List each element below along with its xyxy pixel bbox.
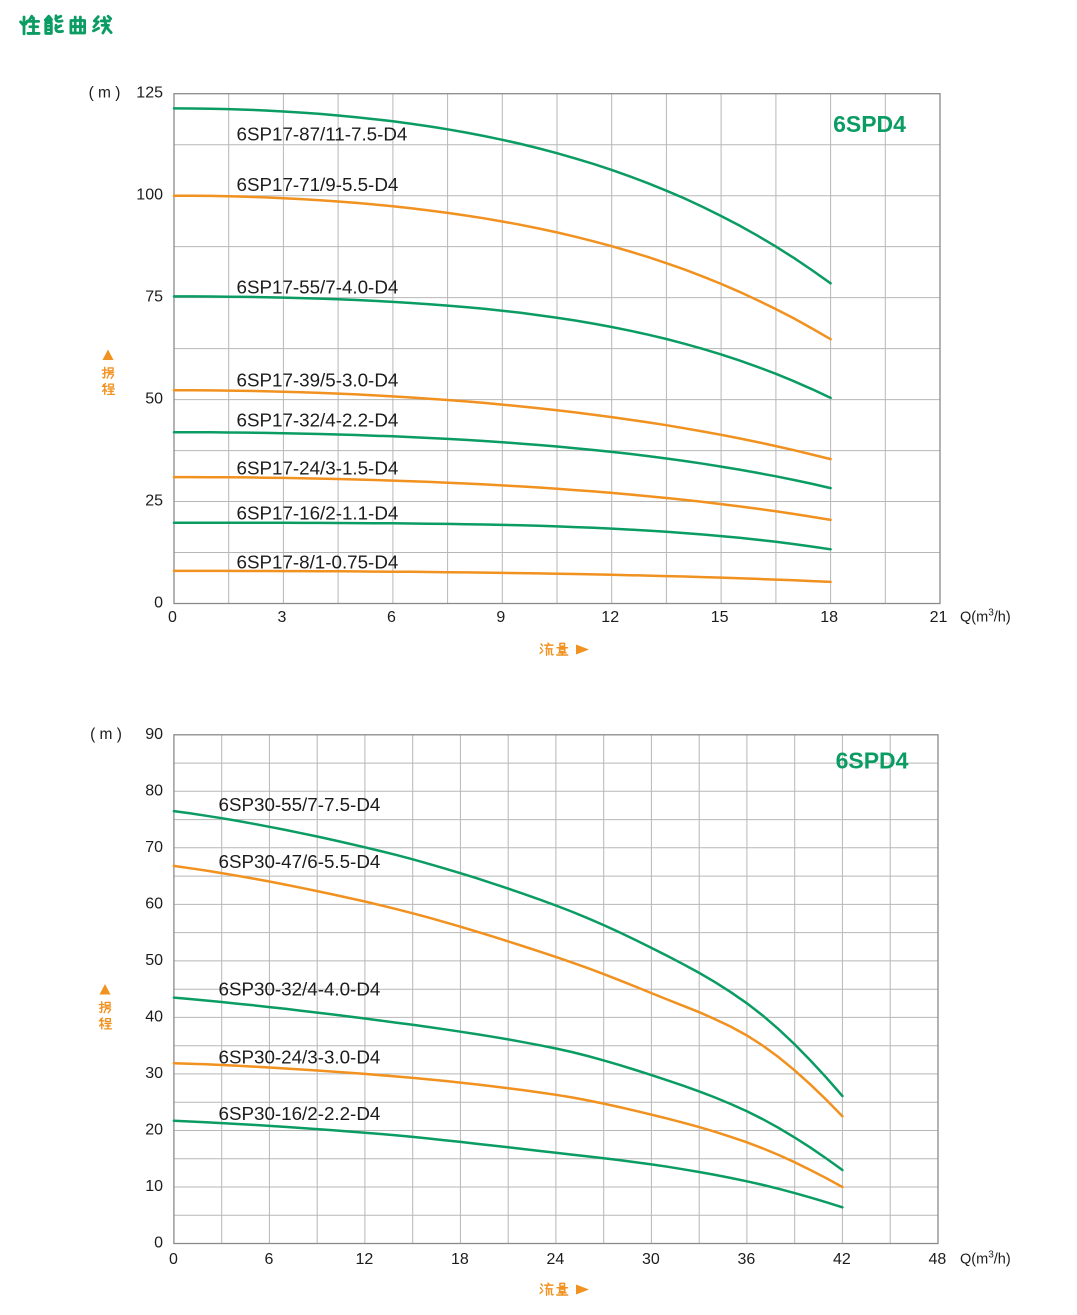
svg-text:18: 18 bbox=[451, 1251, 469, 1268]
svg-text:50: 50 bbox=[145, 952, 163, 969]
svg-text:80: 80 bbox=[145, 782, 163, 799]
svg-text:6SP17-55/7-4.0-D4: 6SP17-55/7-4.0-D4 bbox=[237, 277, 399, 298]
svg-text:6SP30-32/4-4.0-D4: 6SP30-32/4-4.0-D4 bbox=[219, 979, 381, 1000]
svg-text:6SP17-39/5-3.0-D4: 6SP17-39/5-3.0-D4 bbox=[237, 370, 399, 391]
svg-text:6SP17-71/9-5.5-D4: 6SP17-71/9-5.5-D4 bbox=[237, 174, 399, 195]
svg-text:6SP17-32/4-2.2-D4: 6SP17-32/4-2.2-D4 bbox=[237, 410, 399, 431]
svg-text:125: 125 bbox=[136, 85, 163, 102]
svg-text:6SP30-24/3-3.0-D4: 6SP30-24/3-3.0-D4 bbox=[219, 1046, 381, 1067]
svg-text:6SP30-55/7-7.5-D4: 6SP30-55/7-7.5-D4 bbox=[219, 794, 381, 815]
svg-text:6SP17-16/2-1.1-D4: 6SP17-16/2-1.1-D4 bbox=[237, 503, 399, 524]
svg-text:18: 18 bbox=[820, 609, 838, 626]
svg-text:( m ): ( m ) bbox=[89, 85, 121, 102]
svg-text:6SP17-87/11-7.5-D4: 6SP17-87/11-7.5-D4 bbox=[237, 124, 408, 145]
svg-text:40: 40 bbox=[145, 1008, 163, 1025]
svg-text:12: 12 bbox=[601, 609, 619, 626]
svg-text:6SPD4: 6SPD4 bbox=[836, 748, 909, 774]
svg-text:15: 15 bbox=[711, 609, 729, 626]
svg-text:6SP30-47/6-5.5-D4: 6SP30-47/6-5.5-D4 bbox=[219, 851, 381, 872]
svg-text:10: 10 bbox=[145, 1178, 163, 1195]
svg-text:0: 0 bbox=[169, 1251, 178, 1268]
svg-text:Q(m3/h): Q(m3/h) bbox=[960, 1249, 1011, 1268]
svg-text:6: 6 bbox=[264, 1251, 273, 1268]
svg-text:25: 25 bbox=[145, 493, 163, 510]
svg-text:6SP17-24/3-1.5-D4: 6SP17-24/3-1.5-D4 bbox=[237, 458, 399, 479]
svg-text:Q(m3/h): Q(m3/h) bbox=[960, 607, 1011, 626]
svg-text:48: 48 bbox=[929, 1251, 947, 1268]
svg-text:6SPD4: 6SPD4 bbox=[833, 111, 906, 137]
svg-text:12: 12 bbox=[356, 1251, 374, 1268]
svg-text:70: 70 bbox=[145, 839, 163, 856]
svg-text:0: 0 bbox=[168, 609, 177, 626]
svg-text:24: 24 bbox=[547, 1251, 565, 1268]
svg-text:21: 21 bbox=[930, 609, 948, 626]
svg-text:100: 100 bbox=[136, 187, 163, 204]
svg-text:30: 30 bbox=[145, 1065, 163, 1082]
svg-text:3: 3 bbox=[277, 609, 286, 626]
svg-text:60: 60 bbox=[145, 895, 163, 912]
svg-text:6SP17-8/1-0.75-D4: 6SP17-8/1-0.75-D4 bbox=[237, 552, 399, 573]
svg-text:75: 75 bbox=[145, 289, 163, 306]
svg-text:30: 30 bbox=[642, 1251, 660, 1268]
svg-text:20: 20 bbox=[145, 1122, 163, 1139]
svg-text:36: 36 bbox=[738, 1251, 756, 1268]
svg-text:( m ): ( m ) bbox=[90, 726, 122, 743]
svg-text:6: 6 bbox=[387, 609, 396, 626]
svg-text:0: 0 bbox=[154, 1235, 163, 1252]
svg-text:0: 0 bbox=[154, 595, 163, 612]
svg-text:9: 9 bbox=[496, 609, 505, 626]
svg-text:50: 50 bbox=[145, 391, 163, 408]
svg-text:42: 42 bbox=[833, 1251, 851, 1268]
svg-text:90: 90 bbox=[145, 726, 163, 743]
svg-text:6SP30-16/2-2.2-D4: 6SP30-16/2-2.2-D4 bbox=[219, 1103, 381, 1124]
